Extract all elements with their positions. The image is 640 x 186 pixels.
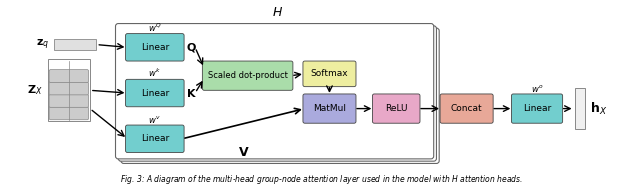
Text: Fig. 3: A diagram of the multi-head group-node attention layer used in the model: Fig. 3: A diagram of the multi-head grou… bbox=[120, 173, 523, 186]
FancyBboxPatch shape bbox=[118, 26, 436, 161]
Text: Linear: Linear bbox=[141, 89, 169, 97]
FancyBboxPatch shape bbox=[372, 94, 420, 123]
Text: Linear: Linear bbox=[141, 43, 169, 52]
FancyBboxPatch shape bbox=[115, 24, 434, 159]
Text: $H$: $H$ bbox=[272, 6, 283, 19]
Text: Linear: Linear bbox=[523, 104, 551, 113]
FancyBboxPatch shape bbox=[49, 70, 88, 82]
FancyBboxPatch shape bbox=[49, 94, 88, 107]
FancyBboxPatch shape bbox=[49, 82, 88, 95]
FancyBboxPatch shape bbox=[49, 107, 88, 120]
Text: $\mathbf{Q}$: $\mathbf{Q}$ bbox=[186, 41, 196, 54]
FancyBboxPatch shape bbox=[202, 61, 293, 90]
Text: $\mathbf{K}$: $\mathbf{K}$ bbox=[186, 87, 196, 99]
Bar bbox=[54, 39, 96, 50]
Text: $\mathbf{V}$: $\mathbf{V}$ bbox=[237, 146, 250, 159]
Text: $w^k$: $w^k$ bbox=[148, 67, 161, 79]
Text: Scaled dot-product: Scaled dot-product bbox=[208, 71, 287, 80]
Text: Linear: Linear bbox=[141, 134, 169, 143]
Text: ReLU: ReLU bbox=[385, 104, 408, 113]
Text: $w^v$: $w^v$ bbox=[148, 114, 161, 125]
FancyBboxPatch shape bbox=[121, 28, 439, 163]
FancyBboxPatch shape bbox=[303, 94, 356, 123]
Bar bbox=[575, 89, 586, 129]
Text: Concat: Concat bbox=[451, 104, 483, 113]
Text: $w^o$: $w^o$ bbox=[531, 83, 543, 94]
Text: $\mathbf{h}_X$: $\mathbf{h}_X$ bbox=[590, 101, 607, 117]
FancyBboxPatch shape bbox=[303, 61, 356, 87]
FancyBboxPatch shape bbox=[125, 79, 184, 107]
FancyBboxPatch shape bbox=[511, 94, 563, 123]
Bar bbox=[48, 59, 90, 121]
FancyBboxPatch shape bbox=[440, 94, 493, 123]
FancyBboxPatch shape bbox=[125, 34, 184, 61]
Text: $w^Q$: $w^Q$ bbox=[148, 21, 162, 34]
Text: $\mathbf{z}_q$: $\mathbf{z}_q$ bbox=[36, 37, 49, 52]
Text: $\mathbf{Z}_X$: $\mathbf{Z}_X$ bbox=[27, 83, 42, 97]
Text: MatMul: MatMul bbox=[313, 104, 346, 113]
FancyBboxPatch shape bbox=[125, 125, 184, 153]
Text: Softmax: Softmax bbox=[310, 69, 348, 78]
